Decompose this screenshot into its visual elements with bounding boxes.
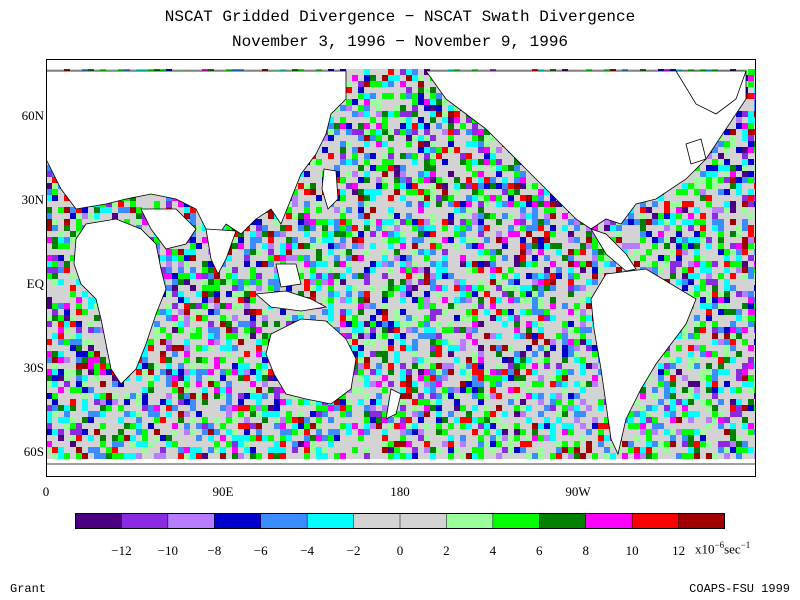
colorbar-cells xyxy=(75,513,725,529)
central-america-landmass xyxy=(590,228,637,272)
colorbar-tick-label: −12 xyxy=(111,543,132,558)
colorbar-cell xyxy=(446,513,494,529)
x-tick-90e: 90E xyxy=(212,484,234,499)
colorbar-cell xyxy=(260,513,308,529)
footer-credit: COAPS-FSU 1999 xyxy=(689,582,790,596)
x-tick-0: 0 xyxy=(42,484,50,499)
indonesia-landmass xyxy=(255,290,328,312)
arabia-landmass xyxy=(140,208,197,250)
colorbar-cell xyxy=(214,513,262,529)
borneo-landmass xyxy=(275,263,302,288)
britain-landmass xyxy=(685,138,707,165)
colorbar-unit: x10−6sec−1 xyxy=(695,540,751,557)
colorbar-tick-label: 0 xyxy=(396,543,404,558)
x-tick-180: 180 xyxy=(390,484,410,499)
colorbar-cell xyxy=(539,513,587,529)
greenland-landmass xyxy=(675,70,747,115)
colorbar-cell xyxy=(167,513,215,529)
india-landmass xyxy=(205,228,237,275)
japan-landmass xyxy=(321,168,339,210)
colorbar-tick-label: 2 xyxy=(443,543,450,558)
y-tick-60n: 60N xyxy=(21,108,44,123)
colorbar-cell xyxy=(678,513,725,529)
y-tick-eq: EQ xyxy=(26,276,44,291)
colorbar-cell xyxy=(353,513,401,529)
colorbar-cell xyxy=(399,513,447,529)
colorbar xyxy=(75,513,725,529)
new-zealand-landmass xyxy=(385,388,402,420)
x-tick-90w: 90W xyxy=(565,484,591,499)
colorbar-tick-label: −4 xyxy=(300,543,315,558)
africa-landmass xyxy=(73,218,167,385)
y-tick-60s: 60S xyxy=(23,444,44,459)
colorbar-cell xyxy=(306,513,355,529)
antarctica-landmass xyxy=(46,463,756,477)
colorbar-tick-label: −2 xyxy=(346,543,361,558)
eurasia-landmass xyxy=(46,70,347,240)
colorbar-tick-label: 10 xyxy=(625,543,639,558)
australia-landmass xyxy=(265,318,357,405)
north-america-landmass xyxy=(425,70,747,230)
land-masses xyxy=(46,70,756,477)
colorbar-tick-label: 12 xyxy=(672,543,686,558)
colorbar-cell xyxy=(75,513,122,529)
colorbar-tick-label: −6 xyxy=(253,543,268,558)
y-tick-30n: 30N xyxy=(21,192,44,207)
colorbar-tick-label: −8 xyxy=(207,543,222,558)
y-tick-30s: 30S xyxy=(23,360,44,375)
colorbar-cell xyxy=(585,513,633,529)
colorbar-cell xyxy=(631,513,680,529)
colorbar-cell xyxy=(121,513,169,529)
colorbar-cell xyxy=(492,513,540,529)
divergence-map xyxy=(46,59,756,477)
colorbar-tick-label: 4 xyxy=(489,543,497,558)
map-frame xyxy=(46,59,756,477)
colorbar-tick-label: −10 xyxy=(157,543,179,558)
chart-title-line2: November 3, 1996 − November 9, 1996 xyxy=(231,33,569,51)
south-america-landmass xyxy=(590,268,697,456)
footer-author: Grant xyxy=(10,582,47,596)
colorbar-tick-label: 8 xyxy=(582,543,589,558)
chart-title-line1: NSCAT Gridded Divergence − NSCAT Swath D… xyxy=(164,8,636,26)
colorbar-tick-label: 6 xyxy=(536,543,543,558)
